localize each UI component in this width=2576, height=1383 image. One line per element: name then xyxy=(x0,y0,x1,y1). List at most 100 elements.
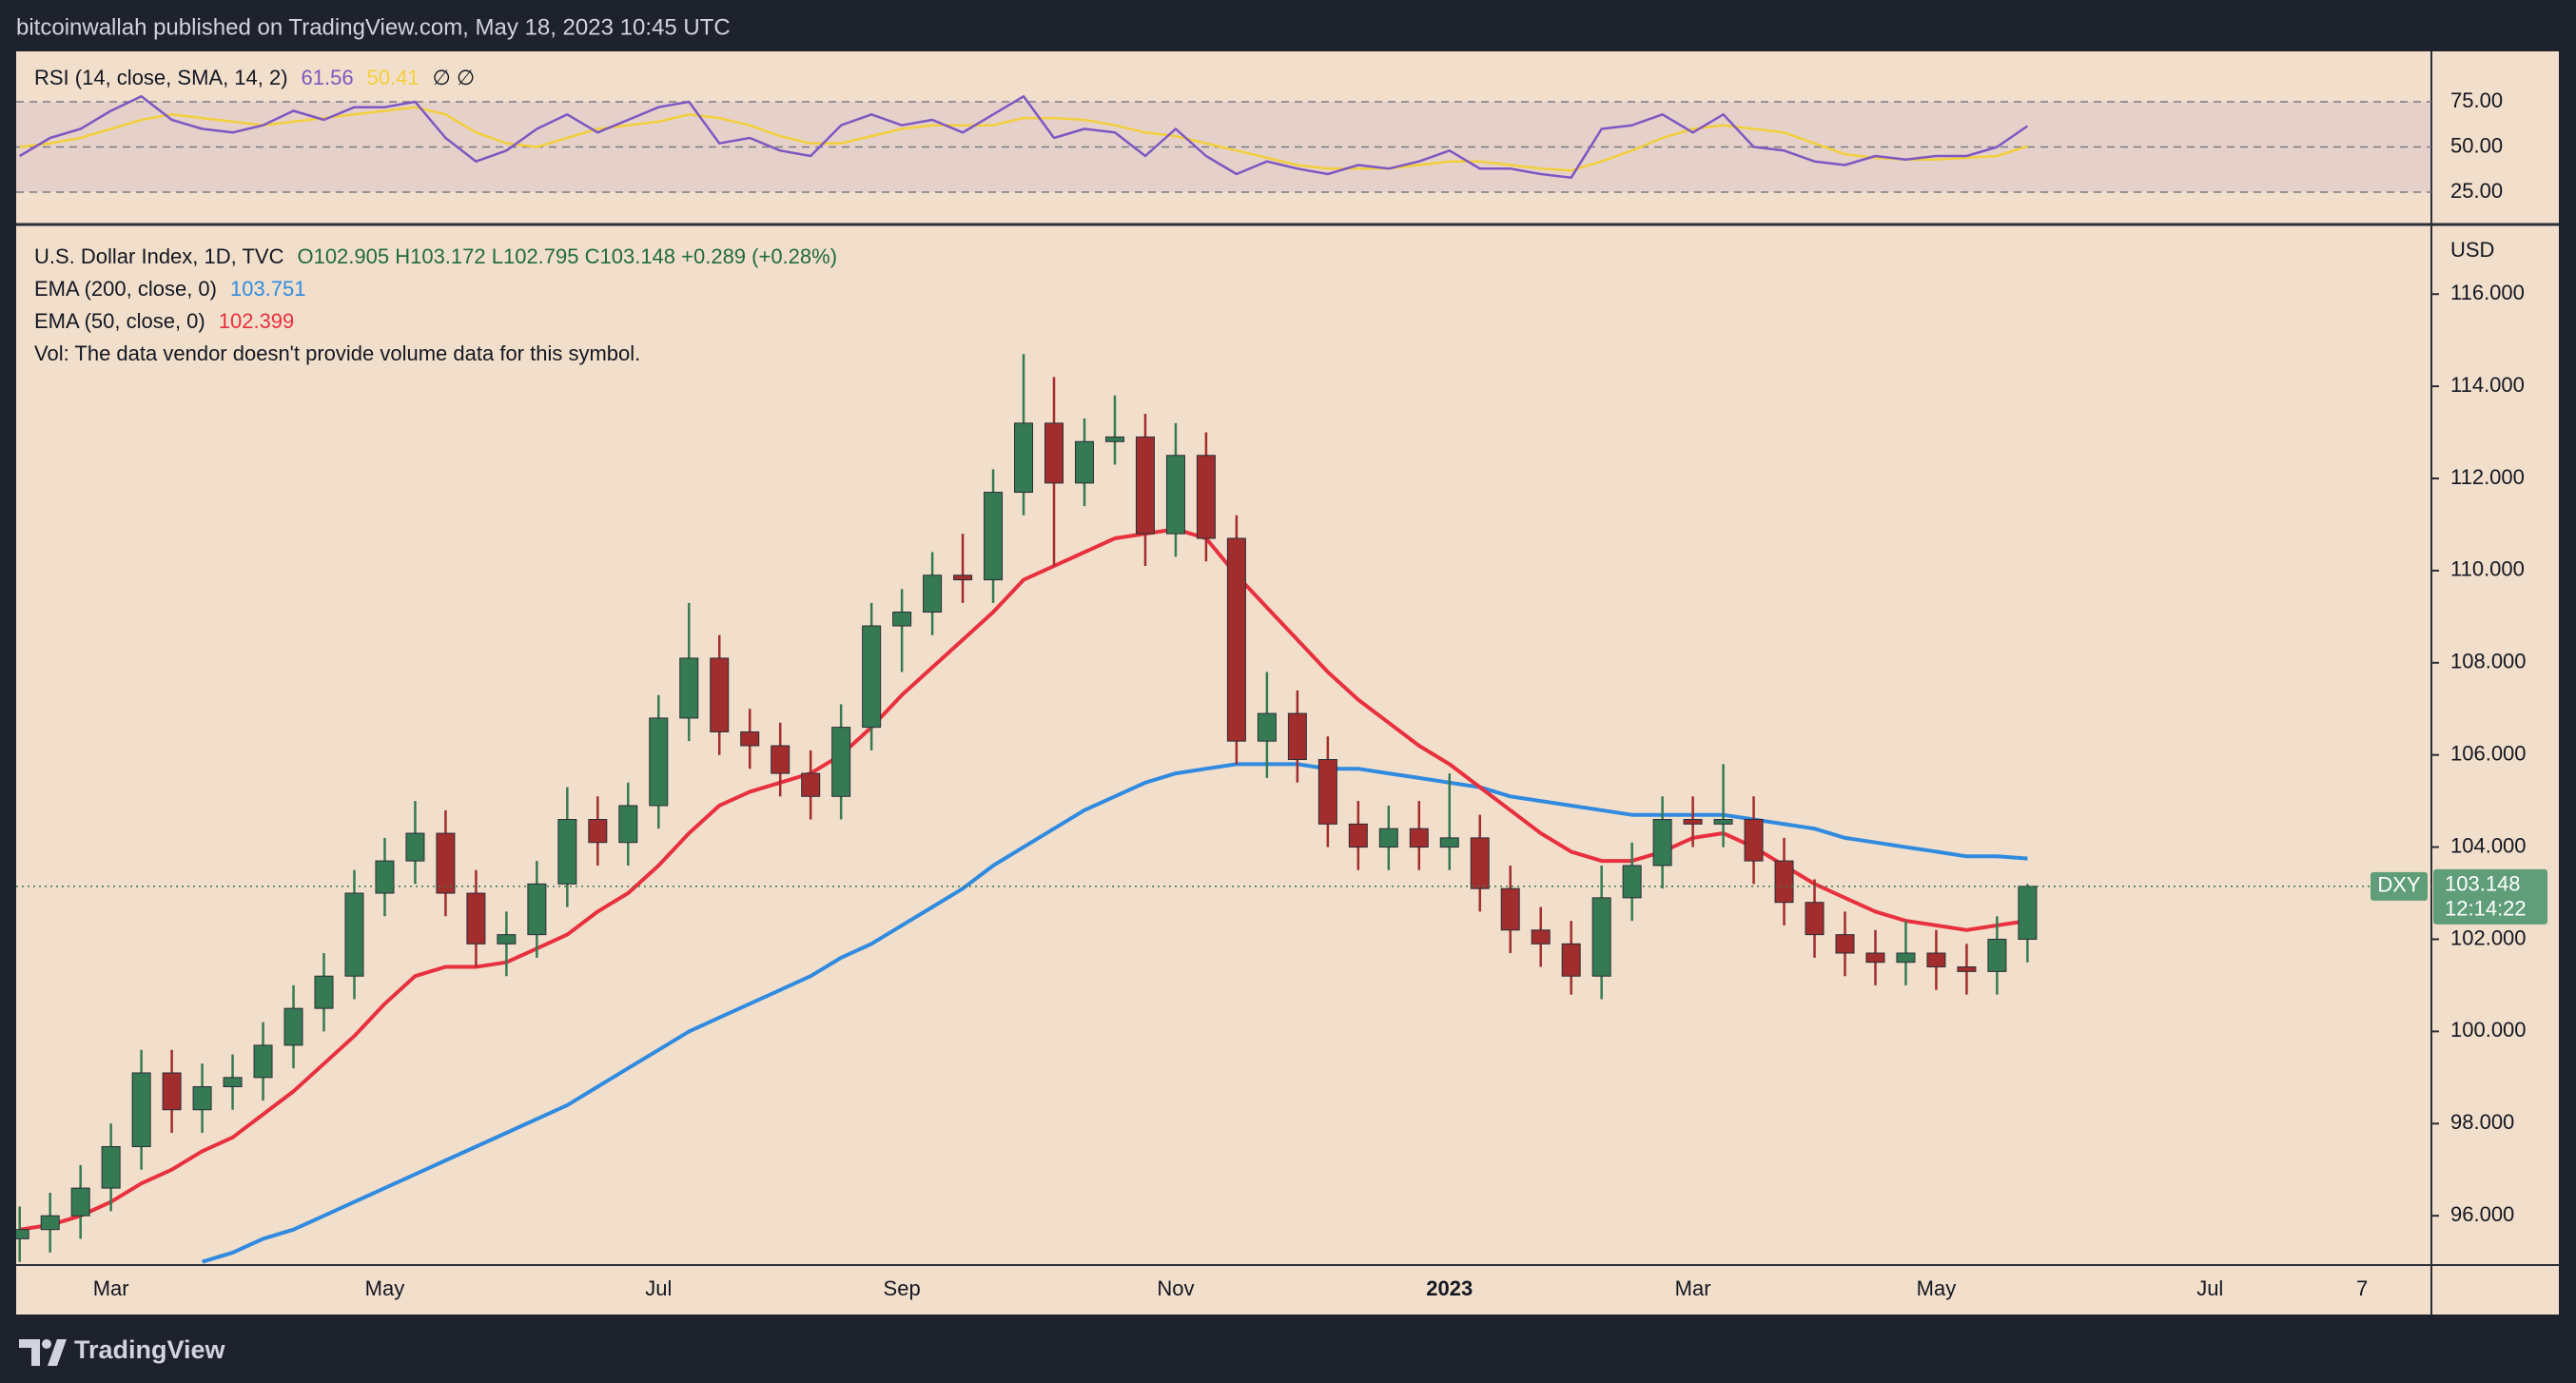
y-tick-label: 96.000 xyxy=(2450,1202,2514,1226)
candle-body xyxy=(618,805,638,844)
candle-body xyxy=(1196,455,1216,539)
symbol-tag: DXY xyxy=(2377,873,2421,897)
ema200-legend: EMA (200, close, 0) 103.751 xyxy=(34,277,306,301)
x-tick-label: Mar xyxy=(1675,1276,1711,1300)
candle-body xyxy=(2018,886,2038,940)
y-tick-label: 108.000 xyxy=(2450,650,2527,673)
sma-value: 50.41 xyxy=(367,66,420,89)
candle-body xyxy=(588,819,608,844)
logo-mark xyxy=(19,1339,40,1366)
candle-body xyxy=(162,1072,182,1111)
candle-body xyxy=(1683,819,1703,825)
rsi-title: RSI (14, close, SMA, 14, 2) xyxy=(34,66,288,89)
candle-body xyxy=(557,819,577,885)
candle-body xyxy=(1257,712,1277,742)
x-tick-label: Sep xyxy=(884,1276,921,1300)
candle-body xyxy=(1439,837,1459,848)
publish-header: bitcoinwallah published on TradingView.c… xyxy=(16,14,731,40)
chart-panel xyxy=(16,51,2559,1315)
candle-body xyxy=(1652,819,1672,867)
candle-body xyxy=(1805,902,1825,936)
rsi-tick-label: 75.00 xyxy=(2450,88,2503,112)
rsi-flags: ∅ ∅ xyxy=(433,66,475,89)
candle-body xyxy=(1348,823,1368,848)
candle-body xyxy=(1987,938,2007,972)
candle-body xyxy=(131,1072,151,1147)
ema50-name: EMA (50, close, 0) xyxy=(34,309,205,333)
candle-body xyxy=(1287,712,1307,761)
candle-body xyxy=(1622,865,1642,899)
axes: Mar May Jul Sep Nov 2023 Mar May Jul 7 96.000 98.00… xyxy=(93,88,2547,1300)
candle-body xyxy=(649,717,669,807)
candle-body xyxy=(740,730,760,747)
candle-body xyxy=(892,612,912,627)
candle-body xyxy=(1744,819,1764,862)
candle-body xyxy=(405,832,425,862)
countdown-label: 12:14:22 xyxy=(2445,897,2527,921)
candle-body xyxy=(1165,455,1185,535)
symbol-tag-box xyxy=(2371,871,2428,901)
candle-body xyxy=(527,883,547,936)
candle-body xyxy=(679,657,699,719)
candle-body xyxy=(436,832,456,894)
candle-body xyxy=(984,492,1004,581)
y-tick-label: 104.000 xyxy=(2450,833,2527,857)
ema200-name: EMA (200, close, 0) xyxy=(34,277,217,301)
x-tick-label: Jul xyxy=(2196,1276,2223,1300)
candle-body xyxy=(1014,422,1034,494)
candle-body xyxy=(1957,966,1977,972)
candle-body xyxy=(223,1077,243,1088)
candle-body xyxy=(1409,828,1429,848)
y-tick-label: 98.000 xyxy=(2450,1110,2514,1134)
candle-body xyxy=(40,1215,60,1231)
rsi-pane xyxy=(16,95,2431,193)
candle-body xyxy=(771,745,790,774)
candle-body xyxy=(192,1086,212,1111)
unit-label: USD xyxy=(2450,238,2494,262)
x-tick-label: Mar xyxy=(93,1276,129,1300)
price-box xyxy=(2433,868,2547,925)
candle-body xyxy=(862,625,882,729)
candle-body xyxy=(1470,837,1490,889)
rsi-legend: RSI (14, close, SMA, 14, 2) 61.56 50.41 ∅ ∅ xyxy=(34,66,475,89)
candle-body xyxy=(314,975,334,1009)
candle-body xyxy=(1104,436,1124,442)
candle-body xyxy=(497,934,517,945)
x-tick-label: 7 xyxy=(2356,1276,2368,1300)
candle-body xyxy=(283,1007,303,1046)
candle-body xyxy=(1500,887,1520,931)
candle-body xyxy=(1591,897,1611,977)
y-tick-label: 112.000 xyxy=(2450,465,2525,489)
ema50-legend: EMA (50, close, 0) 102.399 xyxy=(34,309,294,333)
volume-note: Vol: The data vendor doesn't provide vol… xyxy=(34,341,640,365)
candle-body xyxy=(953,575,973,581)
candle-body xyxy=(1774,860,1794,904)
y-tick-label: 106.000 xyxy=(2450,742,2527,766)
x-tick-label: May xyxy=(1917,1276,1957,1300)
footer-logo: TradingView xyxy=(19,1335,226,1366)
rsi-value: 61.56 xyxy=(302,66,354,89)
candle-body xyxy=(801,772,821,797)
candle-body xyxy=(466,892,486,945)
candle-body xyxy=(1713,819,1733,825)
logo-dot xyxy=(42,1339,51,1349)
y-tick-label: 114.000 xyxy=(2450,373,2525,397)
logo-slash xyxy=(48,1339,67,1366)
rsi-tick-label: 25.00 xyxy=(2450,179,2503,203)
candle-body xyxy=(1926,952,1946,968)
candle-body xyxy=(1561,943,1581,977)
series-line xyxy=(19,106,2028,172)
x-tick-label: 2023 xyxy=(1426,1276,1473,1300)
x-tick-label: May xyxy=(365,1276,405,1300)
candle-body xyxy=(831,727,851,797)
candle-body xyxy=(1226,537,1246,742)
candle-body xyxy=(375,860,395,894)
price-pane xyxy=(16,354,2431,1264)
ohlc-legend: O102.905 H103.172 L102.795 C103.148 +0.2… xyxy=(297,244,837,268)
candle-body xyxy=(1896,952,1916,964)
candle-body xyxy=(253,1044,273,1079)
x-tick-label: Nov xyxy=(1157,1276,1194,1300)
candle-body xyxy=(1531,929,1551,945)
candle-body xyxy=(710,657,730,732)
